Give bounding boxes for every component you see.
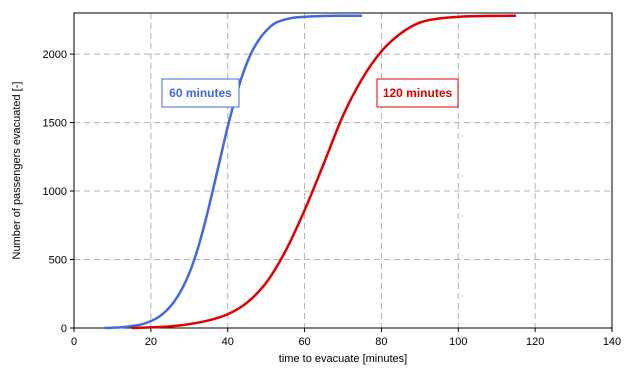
x-axis-label: time to evacuate [minutes]	[279, 353, 407, 365]
x-tick-label: 0	[71, 336, 77, 348]
x-tick-label: 120	[526, 336, 544, 348]
series-layer	[104, 14, 516, 330]
grid	[74, 13, 612, 328]
series-line-60-minutes	[104, 14, 363, 330]
y-tick-label: 1500	[43, 118, 67, 130]
x-tick-label: 100	[449, 336, 467, 348]
y-tick-label: 0	[61, 323, 67, 335]
x-tick-label: 20	[145, 336, 157, 348]
series-line-120-minutes	[131, 14, 516, 330]
annotation-layer: 60 minutes 120 minutes	[161, 78, 459, 108]
annotation-box-120-minutes	[376, 78, 459, 108]
annotation-label-120-minutes: 120 minutes	[383, 86, 453, 100]
x-tick-label: 40	[222, 336, 234, 348]
y-tick-label: 1000	[43, 186, 67, 198]
y-axis-label: Number of passengers evacuated [-]	[11, 82, 23, 260]
annotation-label-60-minutes: 60 minutes	[169, 86, 232, 100]
plot-frame	[73, 12, 613, 329]
x-tick-label: 140	[603, 336, 621, 348]
axis-ticks: 0 20 40 60 80 100 120 140 0 500 1000 1500 2000	[43, 49, 622, 348]
y-tick-label: 500	[49, 255, 67, 267]
annotation-box-60-minutes	[161, 78, 240, 108]
x-tick-label: 60	[298, 336, 310, 348]
y-tick-label: 2000	[43, 49, 67, 61]
x-tick-label: 80	[375, 336, 387, 348]
